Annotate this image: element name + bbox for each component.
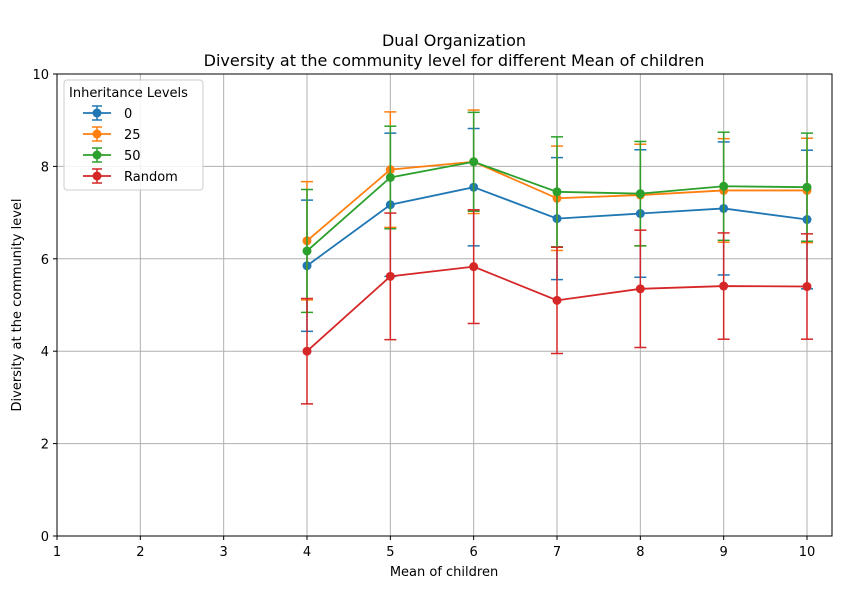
chart-title: Dual Organization (382, 31, 526, 50)
legend-label: 25 (124, 128, 141, 143)
data-point (635, 284, 645, 294)
legend-label: 0 (124, 107, 132, 122)
legend-swatch-marker (92, 150, 102, 160)
y-tick-label: 8 (41, 160, 49, 175)
x-tick-label: 5 (386, 545, 394, 560)
y-axis-label: Diversity at the community level (10, 199, 25, 412)
y-tick-label: 0 (41, 530, 49, 545)
legend-swatch-marker (92, 108, 102, 118)
x-tick-label: 2 (136, 545, 144, 560)
legend-swatch-marker (92, 129, 102, 139)
series-layer (301, 109, 813, 405)
data-point (302, 346, 312, 356)
legend-entry: 25 (83, 126, 141, 143)
series-50 (301, 111, 813, 314)
x-tick-label: 9 (720, 545, 728, 560)
chart-subtitle: Diversity at the community level for dif… (204, 51, 705, 70)
x-tick-label: 8 (636, 545, 644, 560)
data-point (385, 172, 395, 182)
data-point (385, 271, 395, 281)
legend-entry: Random (83, 168, 178, 185)
legend-entry: 50 (83, 147, 141, 164)
x-tick-label: 7 (553, 545, 561, 560)
x-tick-label: 1 (53, 545, 61, 560)
plot-frame (56, 73, 833, 537)
y-tick-label: 2 (41, 438, 49, 453)
legend-label: Random (124, 170, 178, 185)
y-tick-label: 6 (41, 253, 49, 268)
axis-ticks: 1 2 3 4 5 6 7 8 9 10 0 2 4 6 8 10 (32, 68, 815, 560)
legend-entries: 0 25 50 Random (83, 105, 178, 185)
x-tick-label: 10 (799, 545, 816, 560)
data-point (719, 181, 729, 191)
data-point (802, 282, 812, 292)
data-point (719, 281, 729, 291)
y-tick-label: 4 (41, 345, 49, 360)
data-point (552, 295, 562, 305)
data-point (635, 189, 645, 199)
x-axis-label: Mean of children (390, 565, 498, 580)
series-random (301, 209, 813, 405)
legend-label: 50 (124, 149, 141, 164)
y-tick-label: 10 (32, 68, 49, 83)
x-tick-label: 4 (303, 545, 311, 560)
data-point (802, 182, 812, 192)
data-point (469, 262, 479, 272)
x-tick-label: 6 (470, 545, 478, 560)
legend-entry: 0 (83, 105, 132, 122)
legend: Inheritance Levels 0 25 50 Random (63, 79, 204, 191)
data-point (302, 246, 312, 256)
legend-title: Inheritance Levels (69, 86, 188, 101)
data-point (552, 187, 562, 197)
data-point (469, 157, 479, 167)
legend-swatch-marker (92, 171, 102, 181)
x-tick-label: 3 (220, 545, 228, 560)
